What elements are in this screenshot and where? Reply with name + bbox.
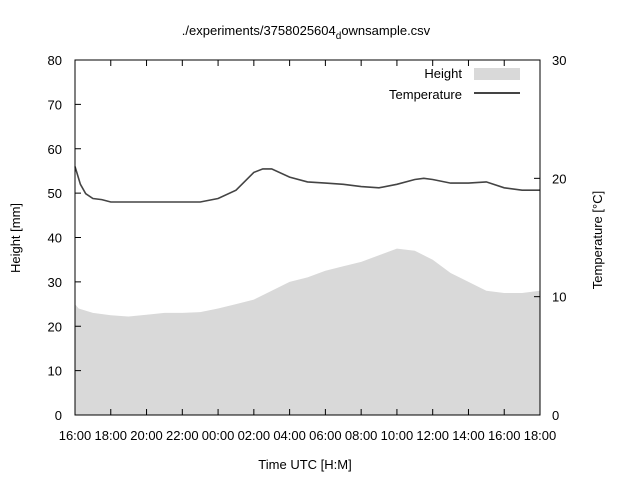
chart-title-rest: ownsample.csv — [341, 23, 430, 38]
legend-temperature-label: Temperature — [389, 87, 462, 102]
y-tick-label: 0 — [55, 408, 62, 423]
x-tick-label: 18:00 — [94, 428, 127, 443]
x-tick-label: 06:00 — [309, 428, 342, 443]
x-tick-label: 18:00 — [524, 428, 557, 443]
data-layer — [74, 166, 540, 415]
x-tick-label: 14:00 — [452, 428, 485, 443]
x-axis: 16:00 18:00 20:00 22:00 00:00 02:00 04:00 06:00… — [59, 60, 557, 443]
y-tick-label: 30 — [48, 275, 62, 290]
x-tick-label: 10:00 — [381, 428, 414, 443]
x-axis-label: Time UTC [H:M] — [258, 457, 351, 472]
y-tick-label: 20 — [48, 319, 62, 334]
x-tick-label: 16:00 — [488, 428, 521, 443]
y-tick-label: 40 — [48, 231, 62, 246]
x-tick-label: 16:00 — [59, 428, 92, 443]
y2-tick-label: 10 — [552, 290, 566, 305]
x-tick-label: 02:00 — [238, 428, 271, 443]
x-tick-label: 20:00 — [130, 428, 163, 443]
chart-title: ./experiments/3758025604downsample.csv — [182, 23, 431, 42]
y-tick-label: 80 — [48, 53, 62, 68]
chart-title-main: ./experiments/3758025604 — [182, 23, 336, 38]
x-tick-label: 08:00 — [345, 428, 378, 443]
legend-height-swatch — [474, 68, 520, 80]
y-axis-label: Height [mm] — [8, 203, 23, 273]
y2-tick-label: 30 — [552, 53, 566, 68]
x-tick-label: 00:00 — [202, 428, 235, 443]
height-area — [75, 248, 540, 415]
y2-axis-label: Temperature [°C] — [590, 191, 605, 289]
y-axis-left: 0 10 20 30 40 50 60 70 80 — [48, 53, 81, 423]
x-tick-label: 04:00 — [273, 428, 306, 443]
legend-height-label: Height — [424, 66, 462, 81]
chart-title-sub: d — [336, 31, 342, 42]
y-tick-label: 50 — [48, 186, 62, 201]
x-tick-label: 22:00 — [166, 428, 199, 443]
y-tick-label: 60 — [48, 142, 62, 157]
x-tick-label: 12:00 — [416, 428, 449, 443]
y-tick-label: 70 — [48, 97, 62, 112]
y2-tick-label: 20 — [552, 171, 566, 186]
y2-tick-label: 0 — [552, 408, 559, 423]
y-axis-right: 0 10 20 30 — [534, 53, 566, 423]
legend: Height Temperature — [389, 66, 520, 102]
y-tick-label: 10 — [48, 364, 62, 379]
temperature-line — [74, 166, 540, 203]
